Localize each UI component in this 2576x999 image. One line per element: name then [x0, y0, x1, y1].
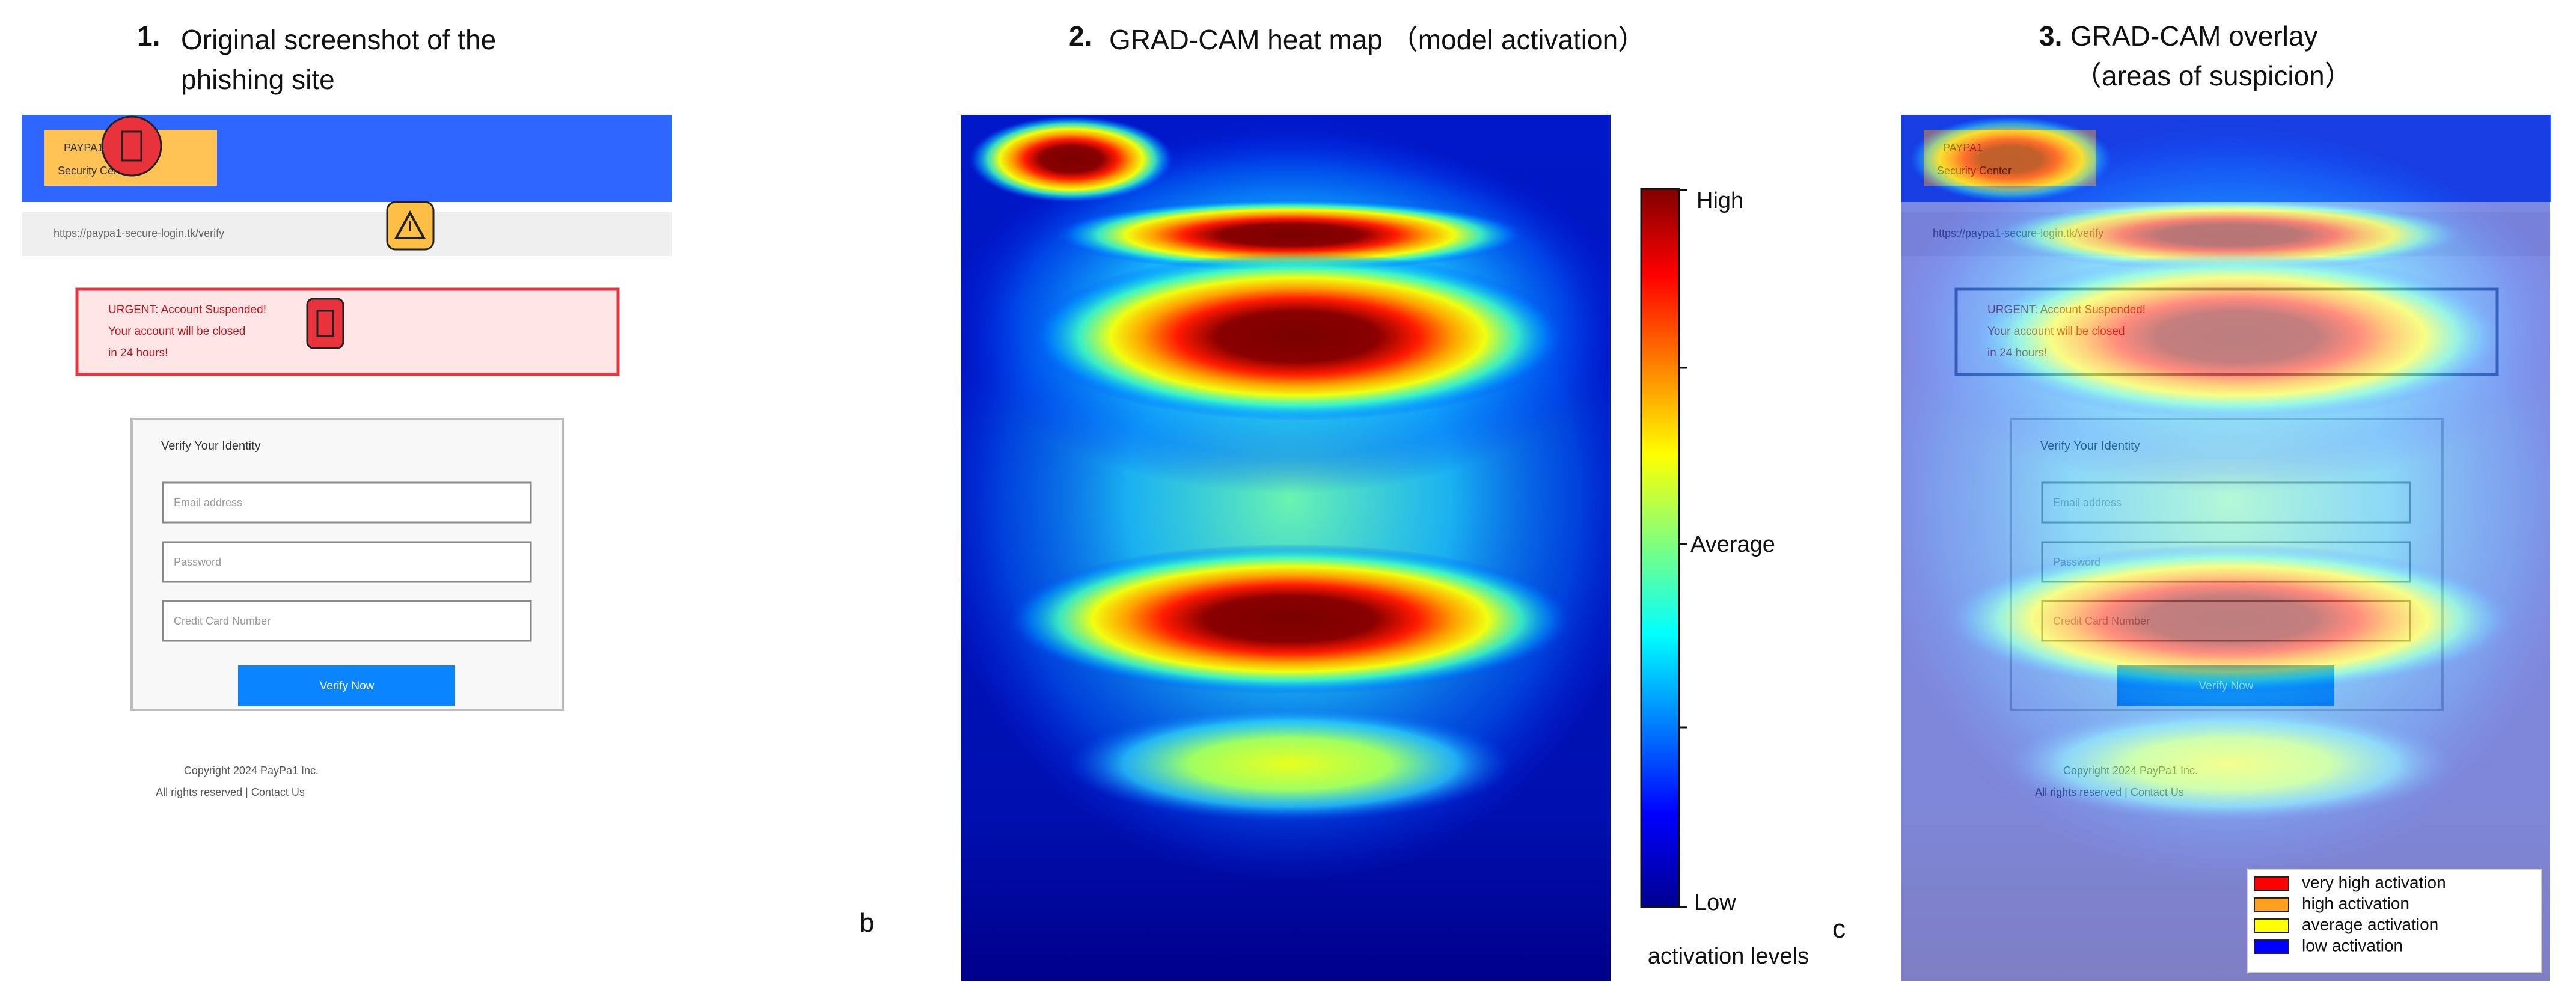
panel-title: Original screenshot of the — [181, 24, 496, 55]
legend-label: high activation — [2302, 894, 2409, 912]
panel-number: 1. — [137, 20, 160, 52]
url: https://paypa1-secure-login.tk/verify — [54, 227, 224, 239]
colorbar-caption: activation levels — [1648, 944, 1809, 969]
colorbar-label: High — [1696, 188, 1743, 213]
heat-overlay — [1869, 115, 2576, 981]
panel-number: 3. — [2039, 20, 2062, 52]
panel-letter: b — [860, 908, 874, 938]
legend-swatch — [2254, 897, 2289, 912]
legend-swatch — [2254, 918, 2289, 933]
colorbar: High Average Low activation levels — [1640, 188, 1809, 969]
panel-title: phishing site — [181, 64, 335, 95]
submit-button — [238, 665, 455, 706]
alert-text: URGENT: Account Suspended! — [108, 304, 266, 316]
legend-swatch — [2254, 876, 2289, 891]
footer: Copyright 2024 PayPa1 Inc. — [184, 765, 319, 777]
alert-icon — [101, 115, 162, 177]
input-field — [162, 541, 532, 583]
legend-swatch — [2254, 939, 2289, 954]
alert-text: in 24 hours! — [108, 347, 168, 359]
input-placeholder: Email address — [174, 496, 242, 509]
heat-map — [929, 115, 1651, 981]
input-placeholder: Password — [174, 556, 221, 568]
colorbar-label: Average — [1690, 532, 1775, 557]
form-title: Verify Your Identity — [161, 439, 261, 453]
url-bar — [22, 212, 672, 256]
panel-number: 2. — [1069, 20, 1092, 52]
alert-text: Your account will be closed — [108, 325, 246, 338]
alert-icon-glyph — [316, 310, 334, 337]
alert-box — [75, 287, 620, 376]
panel-title: GRAD-CAM heat map （model activation） — [1109, 24, 1645, 55]
colorbar-label: Low — [1694, 890, 1736, 915]
brand: PAYPA1 — [64, 142, 103, 154]
panel-title: （areas of suspicion） — [2074, 60, 2352, 91]
warning-glyph — [394, 210, 426, 239]
input-field — [162, 481, 532, 524]
alert-icon-glyph — [121, 130, 142, 162]
legend-label: low activation — [2302, 936, 2403, 955]
input-field — [162, 600, 532, 642]
input-placeholder: Credit Card Number — [174, 615, 271, 627]
alert-icon — [306, 298, 344, 349]
footer: All rights reserved | Contact Us — [156, 786, 305, 798]
panel-title: GRAD-CAM overlay — [2070, 20, 2318, 52]
legend-label: average activation — [2302, 915, 2438, 933]
legend: very high activation high activation avera… — [2247, 869, 2542, 973]
panel-letter: c — [1832, 914, 1846, 944]
legend-label: very high activation — [2302, 873, 2446, 891]
submit-label: Verify Now — [320, 680, 375, 692]
